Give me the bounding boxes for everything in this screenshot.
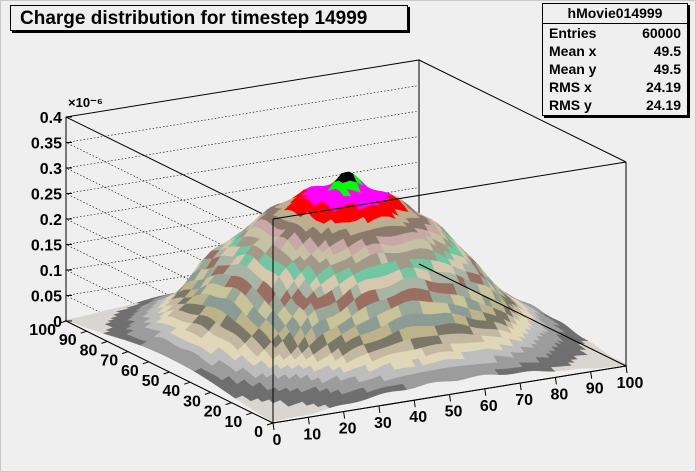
frame-edge <box>272 161 627 220</box>
stats-box: hMovie014999 Entries 60000 Mean x 49.5 Mean … <box>542 3 688 116</box>
stats-label: RMS x <box>549 79 592 95</box>
x-tick-label: 90 <box>586 381 604 398</box>
y-tick <box>80 330 87 334</box>
x-tick-label: 70 <box>515 392 533 409</box>
z-tick-label: 0.3 <box>40 161 62 178</box>
x-tick-label: 0 <box>273 432 282 449</box>
x-tick-label: 20 <box>339 421 357 438</box>
z-gridline <box>65 161 420 322</box>
stats-rows: Entries 60000 Mean x 49.5 Mean y 49.5 RMS x 24.… <box>543 24 687 114</box>
stats-row: RMS y 24.19 <box>543 96 687 114</box>
x-tick-label: 80 <box>551 386 569 403</box>
z-gridline <box>65 136 420 296</box>
z-tick-label: 0.15 <box>31 238 62 255</box>
stats-value: 49.5 <box>653 43 681 59</box>
stats-label: Entries <box>549 25 597 41</box>
y-tick-label: 40 <box>162 383 180 400</box>
y-tick-label: 0 <box>254 424 263 441</box>
z-tick-label: 0.4 <box>40 110 62 127</box>
x-tick <box>625 365 628 374</box>
z-exponent-label: ×10⁻⁶ <box>68 95 103 110</box>
y-tick-label: 70 <box>100 353 118 370</box>
x-tick <box>590 371 593 379</box>
y-tick <box>266 422 274 426</box>
z-gridline <box>65 110 420 271</box>
y-tick-label: 80 <box>80 342 98 359</box>
y-tick-label: 90 <box>59 332 77 349</box>
y-tick <box>184 381 191 385</box>
z-tick-label: 0.1 <box>40 263 62 280</box>
stats-value: 49.5 <box>653 61 681 77</box>
y-tick-label: 50 <box>142 373 160 390</box>
x-tick-label: 10 <box>303 426 321 443</box>
x-tick-label: 30 <box>374 415 392 432</box>
stats-value: 24.19 <box>645 79 681 95</box>
axes: 0 10 20 30 40 50 60 70 80 90 100010203040506070809… <box>29 95 643 449</box>
z-tick-label: 0.2 <box>40 212 62 229</box>
x-tick-label: 40 <box>409 409 427 426</box>
y-tick <box>121 351 129 355</box>
y-tick-label: 60 <box>121 363 139 380</box>
z-tick-label: 0.05 <box>31 289 62 306</box>
stats-label: Mean y <box>549 61 597 77</box>
frame-edge <box>418 263 627 367</box>
y-tick <box>101 340 108 344</box>
y-tick <box>142 361 149 365</box>
stats-label: Mean x <box>549 43 597 59</box>
y-tick <box>163 371 170 375</box>
title-box: Charge distribution for timestep 14999 <box>10 5 408 31</box>
x-tick <box>554 377 557 385</box>
y-tick <box>225 402 232 406</box>
frame-edge <box>418 59 627 163</box>
y-tick-label: 20 <box>204 404 222 421</box>
x-tick-label: 50 <box>445 404 463 421</box>
y-tick <box>59 320 67 324</box>
z-tick-label: 0.25 <box>31 187 62 204</box>
stats-value: 60000 <box>642 25 681 41</box>
y-tick-label: 10 <box>225 414 243 431</box>
z-tick-label: 0.35 <box>31 136 62 153</box>
x-tick <box>378 405 381 413</box>
z-gridline <box>65 85 420 245</box>
stats-label: RMS y <box>549 97 592 113</box>
stats-value: 24.19 <box>645 97 681 113</box>
stats-row: RMS x 24.19 <box>543 78 687 96</box>
x-tick <box>519 383 522 391</box>
z-tick-label: 0 <box>53 314 62 331</box>
x-tick-label: 100 <box>617 375 644 392</box>
y-tick <box>246 412 253 416</box>
y-tick-label: 100 <box>29 322 56 339</box>
x-tick-label: 60 <box>480 398 498 415</box>
y-tick-label: 30 <box>183 393 201 410</box>
x-tick <box>449 394 451 402</box>
x-tick <box>307 417 310 425</box>
x-tick <box>272 422 275 431</box>
chart-title: Charge distribution for timestep 14999 <box>20 8 368 29</box>
x-tick <box>343 411 346 419</box>
stats-row: Entries 60000 <box>543 24 687 42</box>
stats-row: Mean x 49.5 <box>543 42 687 60</box>
x-tick <box>484 388 487 396</box>
y-tick <box>204 391 212 395</box>
x-tick <box>413 400 416 408</box>
stats-histogram-name: hMovie014999 <box>543 4 687 24</box>
surface-mesh <box>65 171 627 422</box>
stats-row: Mean y 49.5 <box>543 60 687 78</box>
